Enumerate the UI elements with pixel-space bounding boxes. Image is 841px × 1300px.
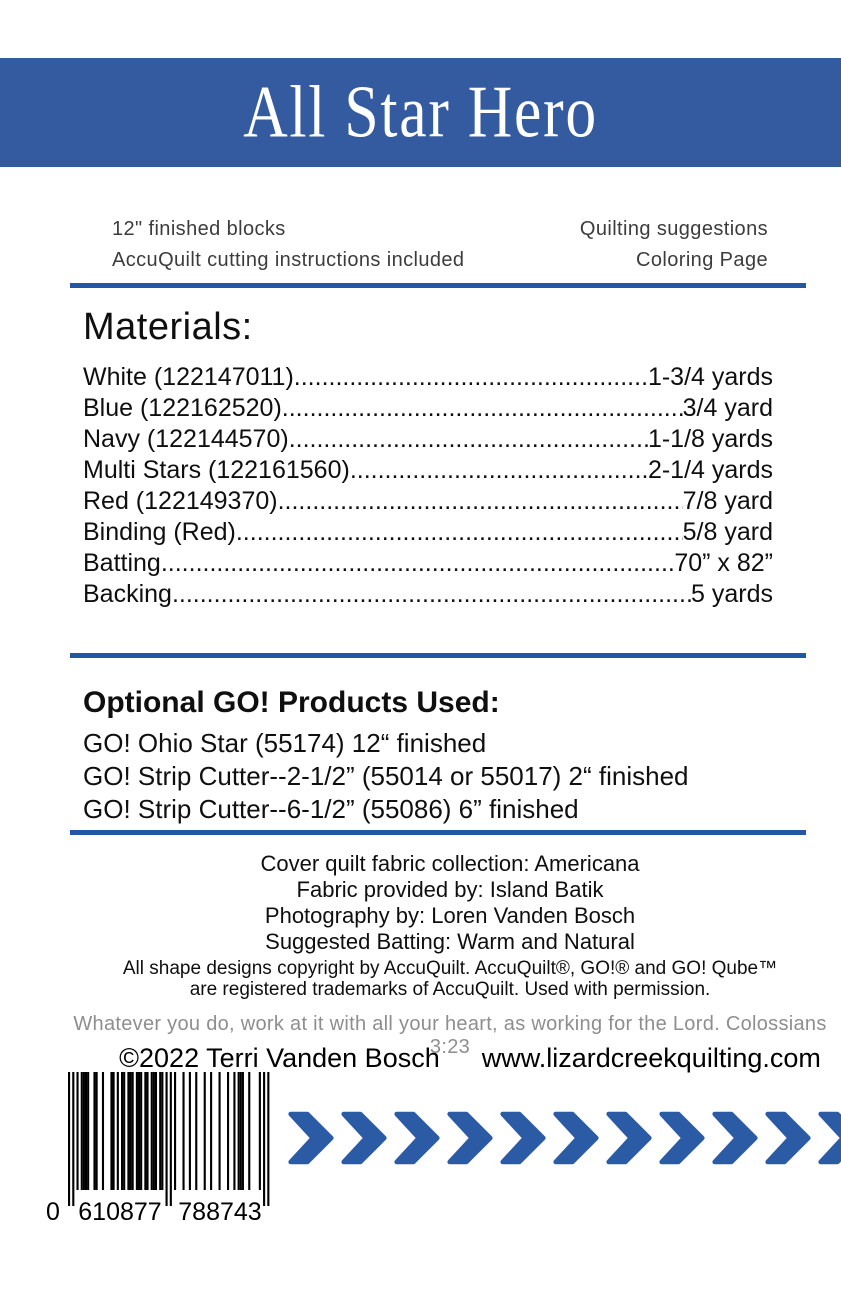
material-value: 5 yards: [691, 580, 773, 608]
credit-line: Cover quilt fabric collection: Americana: [260, 851, 640, 876]
trademark-line: are registered trademarks of AccuQuilt. …: [189, 979, 711, 1000]
chevron-strip: [287, 1108, 841, 1170]
material-row: Binding (Red) 5/8 yard: [83, 517, 773, 548]
chevron-right-icon: [765, 1111, 811, 1165]
divider-rule-bottom: [70, 830, 806, 835]
chevron-right-icon: [288, 1111, 334, 1165]
upc-barcode: 0 610877 788743: [46, 1072, 270, 1224]
dot-leader: [236, 517, 683, 548]
chevron-right-icon: [606, 1111, 652, 1165]
divider-rule-middle: [70, 653, 806, 658]
trademark-block: All shape designs copyright by AccuQuilt…: [70, 958, 830, 1000]
chevron-right-icon: [659, 1111, 705, 1165]
dot-leader: [172, 579, 691, 610]
info-left-column: 12" finished blocks AccuQuilt cutting in…: [112, 214, 464, 276]
material-value: 3/4 yard: [682, 394, 773, 422]
info-accuquilt-instructions: AccuQuilt cutting instructions included: [112, 249, 465, 271]
dot-leader: [161, 548, 674, 579]
info-coloring-page: Coloring Page: [636, 249, 768, 271]
barcode-digits-left: 610877: [78, 1198, 161, 1224]
material-row: Multi Stars (122161560) 2-1/4 yards: [83, 455, 773, 486]
copyright-text: ©2022 Terri Vanden Bosch: [119, 1043, 440, 1073]
material-value: 2-1/4 yards: [647, 456, 773, 484]
material-value: 7/8 yard: [682, 487, 773, 515]
dot-leader: [278, 486, 683, 517]
credits-block: Cover quilt fabric collection: Americana…: [70, 851, 830, 955]
go-product-item: GO! Strip Cutter--6-1/2” (55086) 6” fini…: [83, 794, 579, 824]
material-label: Red (122149370): [83, 487, 278, 515]
material-row: White (122147011) 1-3/4 yards: [83, 362, 773, 393]
info-row: 12" finished blocks AccuQuilt cutting in…: [112, 214, 768, 276]
go-products-heading: Optional GO! Products Used:: [83, 686, 500, 719]
page-title: All Star Hero: [243, 71, 598, 153]
chevron-right-icon: [447, 1111, 493, 1165]
chevron-right-icon: [553, 1111, 599, 1165]
material-row: Backing 5 yards: [83, 579, 773, 610]
dot-leader: [282, 393, 683, 424]
credit-line: Photography by: Loren Vanden Bosch: [264, 903, 636, 928]
credit-line: Fabric provided by: Island Batik: [296, 877, 604, 902]
material-value: 5/8 yard: [682, 518, 773, 546]
footer-line: ©2022 Terri Vanden Bosch www.lizardcreek…: [70, 1043, 830, 1074]
trademark-line: All shape designs copyright by AccuQuilt…: [122, 958, 778, 979]
barcode-bars: [68, 1072, 270, 1206]
scripture-quote: Whatever you do, work at it with all you…: [73, 1013, 827, 1058]
go-products-section: Optional GO! Products Used: GO! Ohio Sta…: [83, 686, 783, 826]
divider-rule-top: [70, 283, 806, 288]
material-value: 1-1/8 yards: [647, 425, 773, 453]
credit-line: Suggested Batting: Warm and Natural: [265, 929, 635, 954]
material-label: White (122147011): [83, 363, 294, 391]
dot-leader: [350, 455, 648, 486]
material-label: Multi Stars (122161560): [83, 456, 350, 484]
dot-leader: [289, 424, 648, 455]
dot-leader: [294, 362, 648, 393]
material-row: Blue (122162520) 3/4 yard: [83, 393, 773, 424]
info-quilting-suggestions: Quilting suggestions: [579, 218, 768, 240]
header-band: All Star Hero: [0, 58, 841, 167]
material-value: 70” x 82”: [674, 549, 773, 577]
go-product-item: GO! Strip Cutter--2-1/2” (55014 or 55017…: [83, 761, 689, 791]
material-row: Navy (122144570) 1-1/8 yards: [83, 424, 773, 455]
chevron-right-icon: [500, 1111, 546, 1165]
chevron-right-icon: [341, 1111, 387, 1165]
material-row: Red (122149370) 7/8 yard: [83, 486, 773, 517]
material-label: Binding (Red): [83, 518, 236, 546]
material-label: Batting: [83, 549, 161, 577]
material-value: 1-3/4 yards: [647, 363, 773, 391]
materials-heading: Materials:: [83, 306, 253, 348]
info-right-column: Quilting suggestions Coloring Page: [580, 214, 768, 276]
barcode-digits-right: 788743: [178, 1198, 261, 1224]
barcode-digit-first: 0: [46, 1198, 60, 1224]
material-label: Blue (122162520): [83, 394, 282, 422]
material-row: Batting 70” x 82”: [83, 548, 773, 579]
material-label: Navy (122144570): [83, 425, 289, 453]
chevron-right-icon: [818, 1111, 841, 1165]
info-finished-blocks: 12" finished blocks: [112, 218, 286, 240]
website-text: www.lizardcreekquilting.com: [481, 1043, 821, 1073]
go-product-item: GO! Ohio Star (55174) 12“ finished: [83, 728, 487, 758]
material-label: Backing: [83, 580, 172, 608]
chevron-right-icon: [712, 1111, 758, 1165]
chevron-right-icon: [394, 1111, 440, 1165]
materials-section: Materials: White (122147011)1-3/4 yards …: [83, 306, 773, 610]
